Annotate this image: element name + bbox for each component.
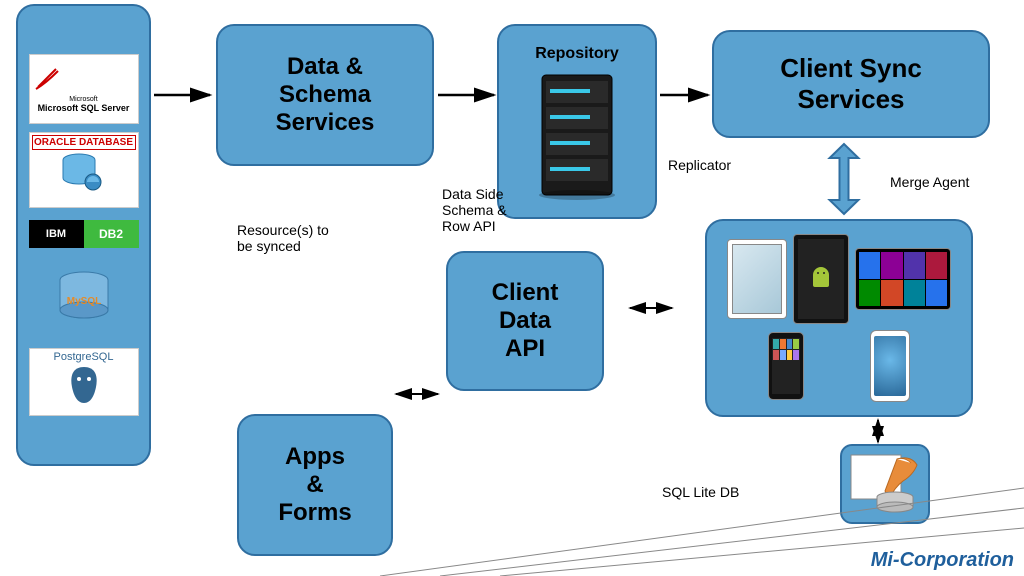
- db-logo-mysql: MySQL: [29, 260, 139, 340]
- server-icon: [532, 71, 622, 206]
- data-schema-l1: Data &: [276, 53, 375, 81]
- devices-node: [705, 219, 973, 417]
- apps-forms-l1: Apps: [278, 443, 351, 471]
- client-data-l2: Data: [492, 307, 559, 335]
- label-resources: Resource(s) to be synced: [237, 222, 329, 254]
- sqlite-icon: [847, 451, 923, 517]
- label-sqlite-db: SQL Lite DB: [662, 484, 739, 500]
- client-data-l3: API: [492, 335, 559, 363]
- svg-text:MySQL: MySQL: [66, 296, 100, 307]
- device-iphone: [768, 332, 804, 400]
- data-schema-l2: Schema: [276, 81, 375, 109]
- label-merge-agent: Merge Agent: [890, 174, 969, 190]
- db-logo-db2: IBM DB2: [29, 220, 139, 248]
- client-sync-l2: Services: [780, 84, 922, 115]
- device-ipad: [727, 239, 787, 319]
- apps-forms-node: Apps & Forms: [237, 414, 393, 556]
- data-schema-services-node: Data & Schema Services: [216, 24, 434, 166]
- client-sync-services-node: Client Sync Services: [712, 30, 990, 138]
- sqlite-db-node: [840, 444, 930, 524]
- repository-node: Repository: [497, 24, 657, 219]
- repository-title: Repository: [535, 45, 619, 63]
- db-logo-sqlserver: MicrosoftMicrosoft SQL Server: [29, 54, 139, 124]
- data-schema-l3: Services: [276, 109, 375, 137]
- apps-forms-l2: &: [278, 471, 351, 499]
- db-logo-oracle: ORACLE DATABASE: [29, 132, 139, 208]
- label-replicator: Replicator: [668, 157, 731, 173]
- client-data-l1: Client: [492, 279, 559, 307]
- brand-logo: Mi-Corporation: [871, 549, 1014, 572]
- client-sync-l1: Client Sync: [780, 53, 922, 84]
- db-logo-postgres: PostgreSQL: [29, 348, 139, 416]
- device-samsung-phone: [870, 330, 910, 402]
- client-data-api-node: Client Data API: [446, 251, 604, 391]
- label-data-side: Data Side Schema & Row API: [442, 186, 507, 234]
- db-label-sqlserver: Microsoft SQL Server: [38, 103, 130, 113]
- device-android-tablet: [793, 234, 849, 324]
- apps-forms-l3: Forms: [278, 499, 351, 527]
- device-windows-tablet: [855, 248, 951, 310]
- databases-node: MicrosoftMicrosoft SQL Server ORACLE DAT…: [16, 4, 151, 466]
